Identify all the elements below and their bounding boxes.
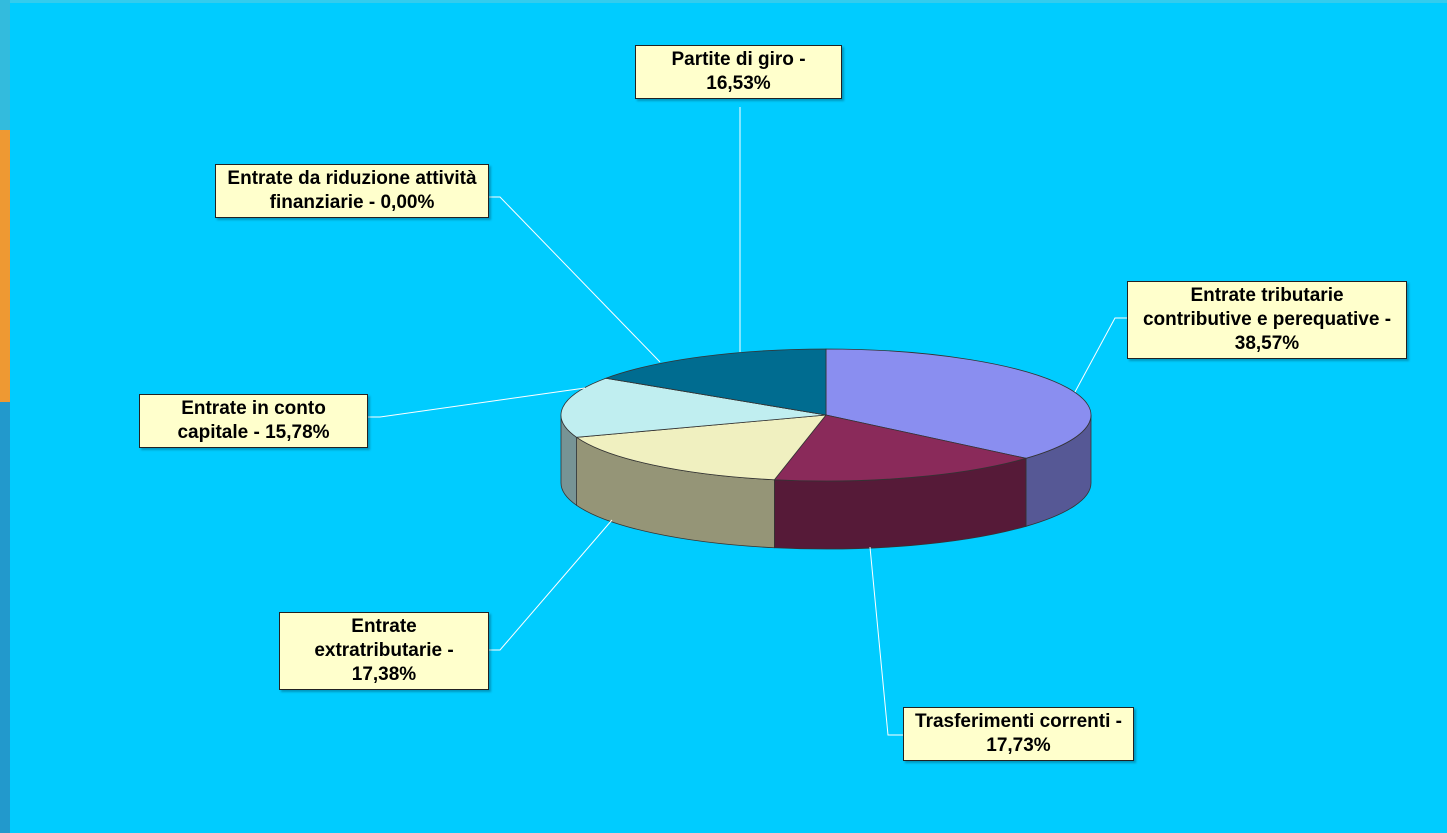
left-strip-accent <box>0 130 10 402</box>
slice <box>575 414 827 481</box>
left-strip-bottom <box>0 402 10 833</box>
data-label: Entrate tributarie contributive e perequ… <box>1127 281 1407 359</box>
slice <box>773 414 1027 482</box>
data-label: Entrate da riduzione attività finanziari… <box>215 164 489 218</box>
data-label: Trasferimenti correnti - 17,73% <box>903 707 1134 761</box>
slice <box>825 348 1092 459</box>
leader-line <box>489 519 613 651</box>
leader-line <box>869 546 903 736</box>
data-label: Partite di giro - 16,53% <box>635 45 842 99</box>
leader-line <box>368 387 586 418</box>
slice <box>604 348 827 416</box>
data-label: Entrate extratributarie - 17,38% <box>279 612 489 690</box>
pie-tops <box>560 348 1092 482</box>
leader-line <box>1074 317 1127 393</box>
left-strip-top <box>0 0 10 130</box>
data-label: Entrate in conto capitale - 15,78% <box>139 394 368 448</box>
slice <box>560 377 827 438</box>
top-border <box>0 0 1447 3</box>
leader-line <box>489 196 661 363</box>
